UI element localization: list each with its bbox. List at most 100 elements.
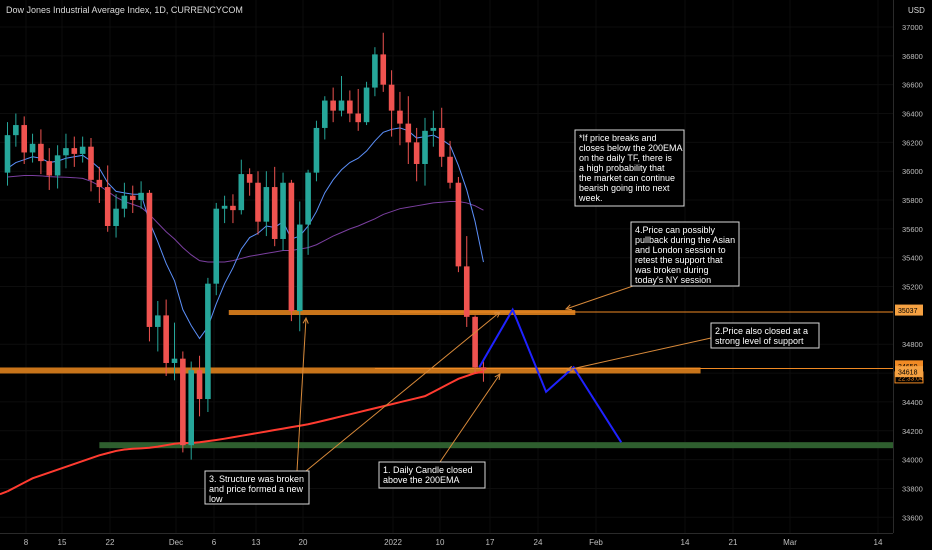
time-tick-label: 21 — [729, 538, 738, 547]
annotation-arrow — [305, 311, 501, 472]
candle-body — [63, 148, 69, 156]
ema-200-line — [7, 370, 484, 493]
arrow-head — [565, 365, 573, 372]
candle-body — [38, 143, 44, 162]
candle-body — [322, 100, 328, 128]
support-zones — [0, 310, 894, 449]
ema-lines — [0, 127, 484, 496]
note-4-line: was broken during — [634, 265, 709, 275]
chart-title: Dow Jones Industrial Average Index, 1D, … — [6, 5, 243, 15]
projected-price-path — [478, 307, 623, 443]
arrow-head — [494, 311, 501, 318]
candle-body — [96, 179, 103, 188]
time-tick-label: 6 — [212, 538, 217, 547]
price-tick-label: 36800 — [902, 52, 923, 61]
price-tick-label: 35600 — [902, 225, 923, 234]
price-tick-label: 36200 — [902, 138, 923, 147]
candle-body — [171, 358, 178, 363]
candle-body — [397, 110, 403, 124]
ema-200-extension — [0, 490, 8, 496]
candle-body — [138, 192, 144, 201]
candle-body — [188, 370, 194, 446]
candle-body — [46, 161, 53, 176]
candle-body — [463, 266, 470, 317]
time-tick-label: 14 — [681, 538, 690, 547]
candle-body — [104, 187, 111, 226]
price-tag-zone — [895, 304, 923, 316]
ema-mid-line — [7, 175, 484, 263]
arrow-head — [564, 304, 573, 311]
note-1-line: 1. Daily Candle closed — [383, 465, 473, 475]
note-3-box — [204, 470, 310, 505]
candle-body — [455, 182, 462, 267]
candle-body — [54, 155, 61, 176]
time-tick-label: Dec — [169, 538, 183, 547]
price-tag-label: 35037 — [898, 308, 918, 315]
price-tick-label: 34200 — [902, 427, 923, 436]
note-4-line: today's NY session — [635, 275, 711, 285]
candle-body — [305, 172, 311, 225]
price-tick-label: 34400 — [902, 398, 923, 407]
time-tick-label: 15 — [58, 538, 67, 547]
time-tick-label: 17 — [486, 538, 495, 547]
candle-body — [263, 187, 270, 222]
candle-body — [4, 135, 11, 173]
annotation-arrow — [566, 337, 712, 371]
candle-body — [155, 315, 161, 327]
price-tick-label: 35400 — [902, 254, 923, 263]
candle-body — [255, 182, 261, 222]
note-2-box — [710, 322, 820, 349]
support-34618 — [0, 367, 701, 374]
candle-body — [430, 127, 437, 131]
note-ema-line: a high probability that — [579, 163, 665, 173]
target-34100 — [99, 442, 894, 449]
candle-body — [221, 205, 228, 209]
note-ema-line: week. — [578, 193, 603, 203]
note-4-line: 4.Price can possibly — [635, 225, 716, 235]
annotation-arrow — [439, 373, 501, 463]
time-tick-label: 20 — [299, 538, 308, 547]
arrow-head — [302, 316, 309, 324]
candle-body — [363, 87, 370, 123]
candle-body — [71, 148, 78, 154]
candle-body — [88, 146, 94, 180]
candle-body — [246, 174, 253, 183]
note-3-line: and price formed a new — [209, 484, 304, 494]
time-axis[interactable]: 8 15 22 Dec 6 13 20 2022 10 17 24 Feb 14 21 Mar 14 — [24, 538, 883, 547]
price-tick-label: 35200 — [902, 283, 923, 292]
candle-body — [480, 367, 487, 371]
note-ema-line: *If price breaks and — [579, 133, 657, 143]
projection-path — [478, 307, 623, 443]
annotation-arrows — [296, 284, 712, 472]
annotation-arrow — [296, 317, 307, 472]
price-axis[interactable]: 37000 36800 36600 36400 36200 36000 35800 35600… — [894, 23, 924, 522]
candle-body — [405, 123, 412, 143]
candle-body — [230, 205, 236, 211]
annotation-arrow — [565, 284, 637, 310]
price-tick-label: 33800 — [902, 484, 923, 493]
candle-body — [113, 208, 119, 226]
time-tick-label: Mar — [783, 538, 797, 547]
candle-body — [271, 187, 278, 239]
candle-body — [330, 100, 336, 111]
price-tag-label: 22:33:04 — [898, 375, 924, 382]
candle-body — [347, 100, 353, 114]
price-tick-label: 37000 — [902, 23, 923, 32]
time-tick-label: 14 — [874, 538, 883, 547]
price-tag-zone — [895, 366, 923, 378]
price-tick-label: 36600 — [902, 81, 923, 90]
candle-body — [129, 195, 136, 201]
candle-body — [422, 130, 428, 164]
candles[interactable] — [4, 32, 487, 460]
candle-body — [163, 315, 169, 363]
note-ema-line: the market can continue — [579, 173, 675, 183]
candle-body — [180, 358, 186, 446]
note-4-box — [630, 221, 740, 287]
price-tick-label: 33600 — [902, 513, 923, 522]
candle-body — [79, 146, 86, 154]
note-3-line: low — [209, 494, 223, 504]
candle-body — [205, 283, 211, 400]
time-tick-label: 8 — [24, 538, 29, 547]
